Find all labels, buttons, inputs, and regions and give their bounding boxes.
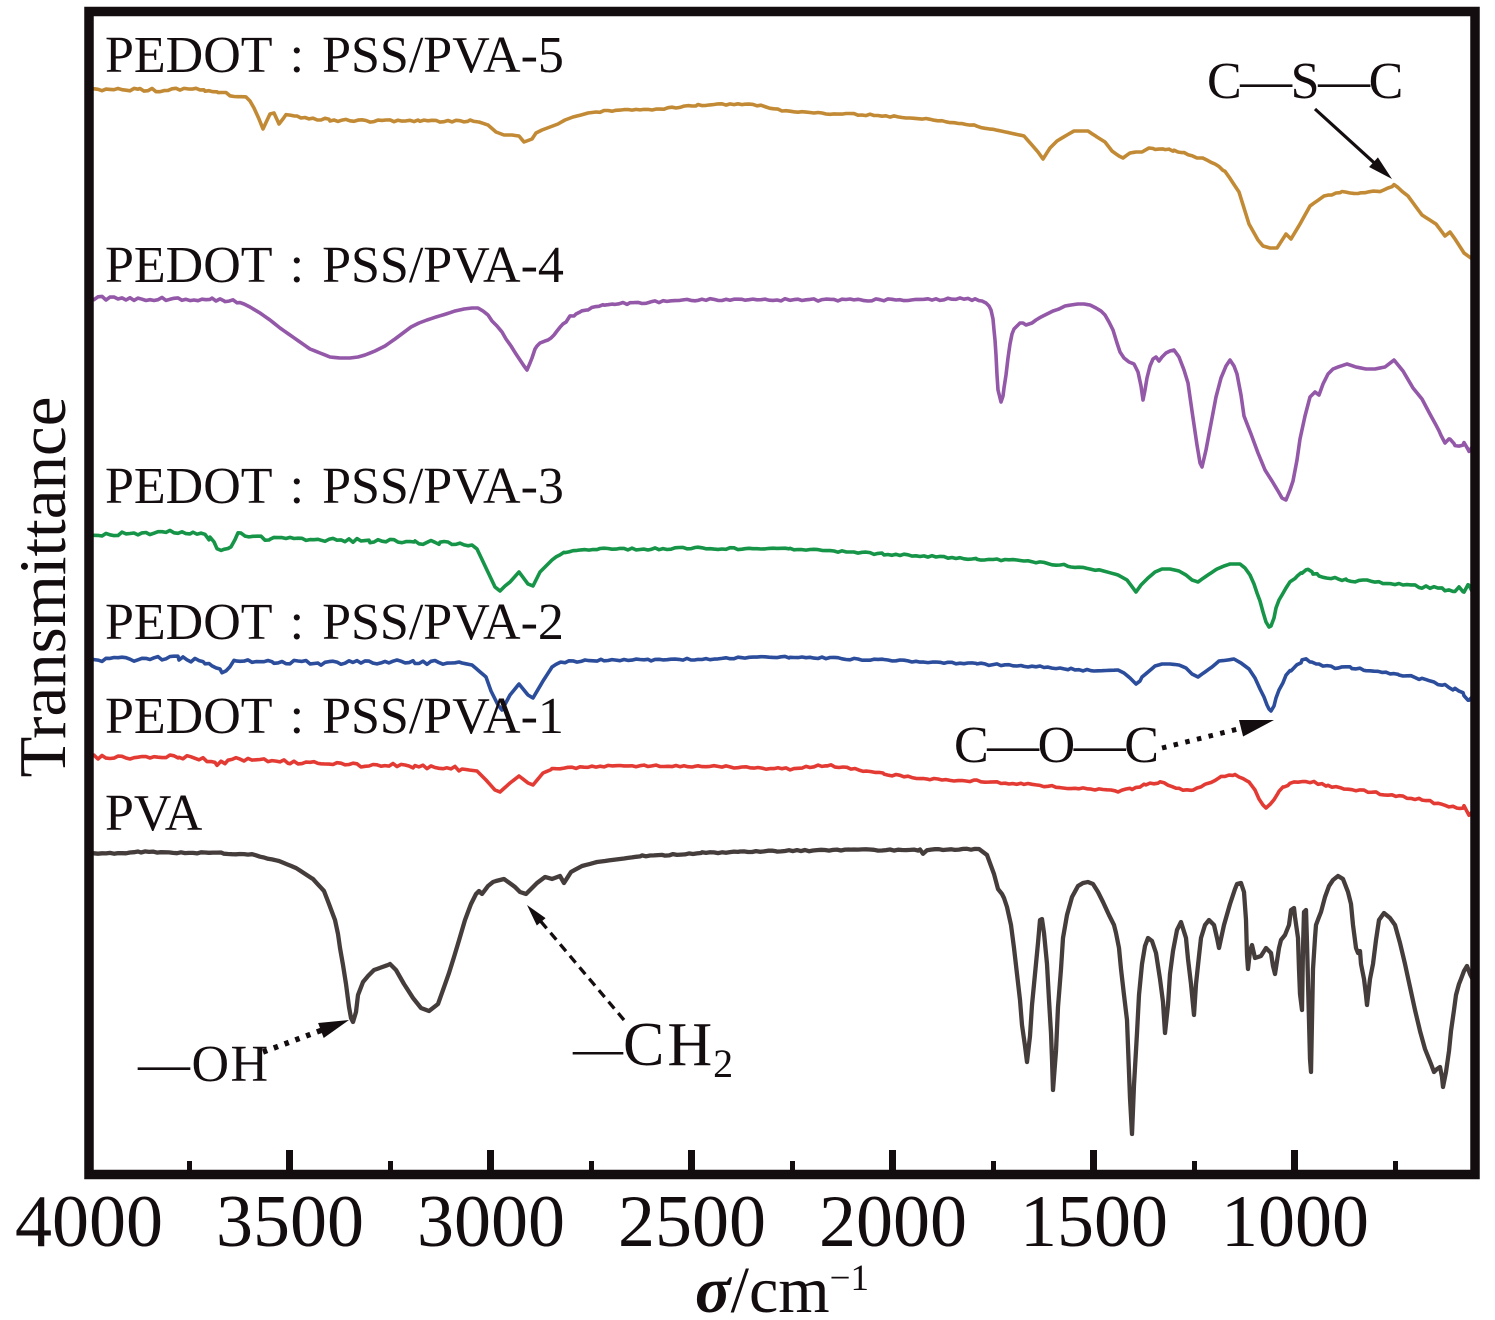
svg-text:—CH2: —CH2 — [572, 1011, 733, 1086]
svg-text:PEDOT : PSS/PVA-1: PEDOT : PSS/PVA-1 — [105, 688, 564, 745]
svg-text:PVA: PVA — [105, 785, 203, 842]
svg-text:4000: 4000 — [15, 1181, 163, 1263]
svg-text:PEDOT : PSS/PVA-2: PEDOT : PSS/PVA-2 — [105, 594, 564, 651]
svg-text:C—S—C: C—S—C — [1207, 53, 1402, 110]
svg-text:3000: 3000 — [417, 1181, 565, 1263]
svg-text:—OH: —OH — [137, 1036, 270, 1093]
svg-text:PEDOT : PSS/PVA-3: PEDOT : PSS/PVA-3 — [105, 458, 564, 515]
svg-text:PEDOT : PSS/PVA-5: PEDOT : PSS/PVA-5 — [105, 27, 564, 84]
svg-text:Transmittance: Transmittance — [6, 397, 80, 778]
svg-text:C—O—C: C—O—C — [954, 717, 1157, 774]
svg-text:3500: 3500 — [216, 1181, 364, 1263]
svg-text:PEDOT : PSS/PVA-4: PEDOT : PSS/PVA-4 — [105, 237, 564, 294]
svg-text:2500: 2500 — [618, 1181, 766, 1263]
svg-text:1000: 1000 — [1221, 1181, 1369, 1263]
svg-text:1500: 1500 — [1020, 1181, 1168, 1263]
svg-text:2000: 2000 — [819, 1181, 967, 1263]
